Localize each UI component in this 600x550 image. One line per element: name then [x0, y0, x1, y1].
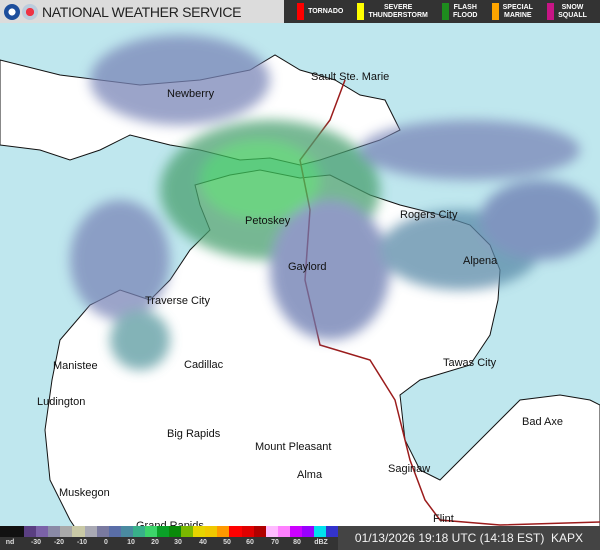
scale-label: 80	[293, 539, 301, 546]
city-label: Newberry	[167, 88, 215, 100]
warning-swatch	[297, 3, 305, 20]
city-label: Ludington	[37, 396, 86, 408]
scale-swatch	[253, 526, 266, 537]
scale-swatch	[72, 526, 85, 537]
warning-swatch	[491, 3, 499, 20]
warning-label: FLASH FLOOD	[452, 3, 478, 19]
scale-swatch	[241, 526, 254, 537]
scale-swatch	[193, 526, 206, 537]
scale-swatch	[84, 526, 97, 537]
scale-swatch	[108, 526, 121, 537]
nws-logo-icon	[22, 3, 38, 20]
city-label: Flint	[433, 513, 454, 525]
station-id: KAPX	[551, 531, 584, 545]
scale-swatch	[229, 526, 242, 537]
city-label: Rogers City	[400, 209, 458, 221]
city-label: Petoskey	[245, 215, 291, 227]
scale-swatch	[96, 526, 109, 537]
warning-severe-thunderstorm: SEVERE THUNDERSTORM	[357, 3, 428, 20]
warning-special-marine: SPECIAL MARINE	[491, 3, 533, 20]
dbz-labels: nd -30 -20 -10 0 10 20 30 40 50 60 70 80 dBZ	[0, 537, 338, 550]
city-label: Bad Axe	[522, 416, 563, 428]
scale-label: dBZ	[314, 539, 328, 546]
scale-label: 10	[127, 539, 135, 546]
city-label: Alma	[297, 469, 323, 481]
warning-flash-flood: FLASH FLOOD	[441, 3, 478, 20]
scale-label: -20	[53, 539, 65, 546]
warning-swatch	[441, 3, 449, 20]
warning-label: SPECIAL MARINE	[502, 3, 533, 19]
scale-swatch	[181, 526, 194, 537]
page-title: NATIONAL WEATHER SERVICE	[42, 3, 242, 20]
warning-label: SEVERE THUNDERSTORM	[368, 3, 428, 19]
scale-swatch	[36, 526, 49, 537]
scale-swatch	[265, 526, 278, 537]
city-label: Saginaw	[388, 463, 431, 475]
radar-echoes	[70, 35, 600, 370]
warning-label: TORNADO	[308, 7, 344, 15]
scale-swatch	[169, 526, 182, 537]
city-label: Manistee	[53, 360, 98, 372]
scale-swatch	[217, 526, 230, 537]
scale-label: 0	[104, 539, 108, 546]
scale-label: 60	[246, 539, 254, 546]
scale-label: 30	[174, 539, 182, 546]
warning-swatch	[357, 3, 365, 20]
scale-swatch	[48, 526, 61, 537]
city-label: Big Rapids	[167, 428, 221, 440]
city-label: Cadillac	[184, 359, 224, 371]
city-label: Alpena	[463, 255, 498, 267]
scale-swatch	[24, 526, 37, 537]
scale-swatch	[120, 526, 133, 537]
city-label: Gaylord	[288, 261, 327, 273]
warning-swatch	[547, 3, 555, 20]
noaa-logo-icon	[4, 3, 20, 20]
scale-label: -10	[76, 539, 88, 546]
scale-swatch	[60, 526, 73, 537]
scale-label: 50	[223, 539, 231, 546]
scale-swatch	[277, 526, 290, 537]
scale-swatch	[12, 526, 25, 537]
city-label: Traverse City	[145, 295, 210, 307]
warning-label: SNOW SQUALL	[558, 3, 587, 19]
scale-swatch	[314, 526, 327, 537]
scale-swatch	[289, 526, 302, 537]
warning-snow-squall: SNOW SQUALL	[547, 3, 587, 20]
scale-label: 70	[271, 539, 279, 546]
scale-swatch	[326, 526, 339, 537]
timestamp-box: 01/13/2026 19:18 UTC (14:18 EST) KAPX	[338, 526, 600, 550]
city-label: Muskegon	[59, 487, 110, 499]
scale-label: 20	[151, 539, 159, 546]
scale-swatch	[132, 526, 145, 537]
scale-swatch	[301, 526, 315, 537]
timestamp: 01/13/2026 19:18 UTC (14:18 EST)	[354, 531, 545, 545]
city-label: Tawas City	[443, 357, 497, 369]
scale-swatch	[157, 526, 170, 537]
scale-label: 40	[199, 539, 207, 546]
city-label: Mount Pleasant	[255, 441, 332, 453]
warning-tornado: TORNADO	[297, 3, 343, 20]
scale-label: -30	[30, 539, 42, 546]
scale-swatch	[205, 526, 218, 537]
warning-legend: TORNADO SEVERE THUNDERSTORM FLASH FLOOD SPE…	[284, 0, 600, 23]
scale-label: nd	[5, 539, 15, 546]
nws-header: NATIONAL WEATHER SERVICE	[0, 0, 284, 23]
scale-swatch	[0, 526, 13, 537]
city-label: Sault Ste. Marie	[311, 71, 390, 83]
dbz-color-scale	[0, 526, 339, 537]
scale-swatch	[144, 526, 158, 537]
